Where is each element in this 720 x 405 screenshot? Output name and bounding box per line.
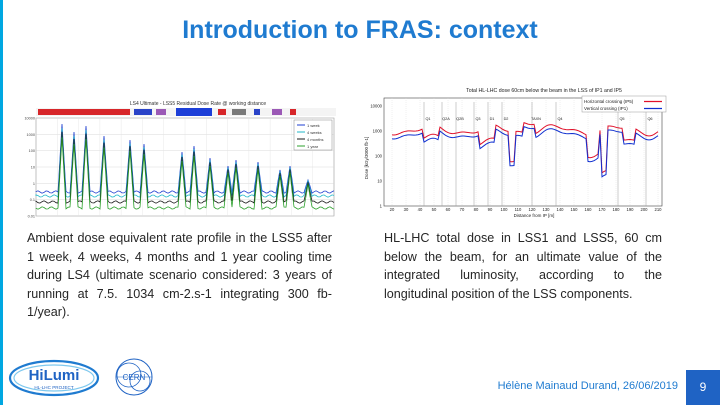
cern-logo-text: CERN	[123, 373, 146, 382]
right-y-tick: 10000	[370, 104, 382, 109]
component-label: TAXN	[531, 117, 541, 121]
component-label: Q2B	[456, 117, 464, 121]
left-y-tick: 10000	[24, 117, 35, 121]
right-x-tick: 20	[390, 207, 395, 212]
right-x-tick: 180	[613, 207, 621, 212]
left-plot-curves	[35, 123, 335, 210]
hilumi-logo-text: HiLumi	[29, 367, 80, 384]
right-x-tick: 130	[543, 207, 551, 212]
right-legend-horizontal: Horizontal crossing (IP5)	[584, 99, 634, 104]
vertical-crossing-curve	[391, 126, 659, 178]
right-x-tick: 80	[474, 207, 479, 212]
right-x-tick: 50	[432, 207, 437, 212]
right-y-tick: 10	[377, 179, 382, 184]
right-y-tick: 1	[380, 204, 383, 209]
left-y-tick: 0.1	[30, 198, 35, 202]
left-legend-2: 4 weeks	[307, 130, 322, 135]
right-plot-curves	[391, 122, 659, 178]
hilumi-logo-subtext: HL-LHC PROJECT	[34, 385, 74, 390]
left-legend-4: 1 year	[307, 144, 319, 149]
right-caption: HL-LHC total dose in LSS1 and LSS5, 60 c…	[384, 231, 662, 301]
right-figure-title: Total HL-LHC dose 60cm below the beam in…	[466, 88, 622, 94]
beamline-layout-strip	[36, 108, 336, 116]
right-x-tick: 140	[557, 207, 565, 212]
left-figure-title: LS4 Ultimate - LSS5 Residual Dose Rate @…	[130, 101, 266, 107]
right-x-tick: 150	[571, 207, 579, 212]
component-label: Q3	[475, 117, 480, 121]
right-x-tick: 160	[585, 207, 593, 212]
right-x-tick: 110	[515, 207, 522, 212]
left-curve-1-year	[35, 137, 335, 210]
right-x-ticks: 20 30 40 50 60 70 80 90 100 110 120 130 140 150 160 170…	[390, 207, 662, 212]
footer-author-date: Hélène Mainaud Durand, 26/06/2019	[497, 380, 678, 392]
component-label: Q2A	[442, 117, 450, 121]
component-label: D2	[504, 117, 509, 121]
component-label: Q5	[619, 117, 624, 121]
component-label: D1	[490, 117, 495, 121]
left-y-tick: 10	[31, 166, 35, 170]
right-x-tick: 120	[529, 207, 537, 212]
right-y-axis-label: Dose [kGy/3000 fb-1]	[364, 137, 369, 180]
right-x-tick: 210	[655, 207, 663, 212]
right-x-tick: 190	[627, 207, 635, 212]
right-x-tick: 70	[460, 207, 465, 212]
left-plot-legend: 1 week 4 weeks 4 months 1 year	[293, 119, 333, 151]
right-x-tick: 100	[501, 207, 509, 212]
component-label: Q6	[647, 117, 652, 121]
right-y-tick: 1000	[373, 129, 383, 134]
total-dose-figure: Total HL-LHC dose 60cm below the beam in…	[356, 84, 670, 220]
cern-logo: CERN	[115, 358, 153, 396]
right-x-tick: 200	[641, 207, 649, 212]
right-y-tick: 100	[375, 154, 383, 159]
slide-title: Introduction to FRAS: context	[182, 16, 538, 44]
right-x-axis-label: Distance from IP [m]	[514, 213, 555, 218]
right-x-tick: 30	[404, 207, 409, 212]
component-labels: Q1 Q2A Q2B Q3 D1 D2 TAXN Q4 Q5 Q6	[423, 102, 653, 206]
total-dose-plot: Total HL-LHC dose 60cm below the beam in…	[356, 84, 670, 220]
component-label: Q4	[557, 117, 562, 121]
right-x-tick: 40	[418, 207, 423, 212]
right-plot-frame	[383, 97, 663, 207]
residual-dose-rate-plot: LS4 Ultimate - LSS5 Residual Dose Rate @…	[22, 96, 338, 222]
page-number: 9	[686, 370, 720, 405]
right-x-tick: 90	[488, 207, 493, 212]
left-legend-1: 1 week	[307, 123, 320, 128]
residual-dose-rate-figure: LS4 Ultimate - LSS5 Residual Dose Rate @…	[22, 96, 338, 222]
component-label: Q1	[425, 117, 430, 121]
left-y-ticks: 10000 1000 100 10 1 0.1 0.01	[24, 117, 35, 219]
left-y-tick: 1000	[27, 133, 35, 137]
right-legend-vertical: Vertical crossing (IP1)	[584, 106, 628, 111]
left-y-tick: 1	[33, 182, 35, 186]
left-caption: Ambient dose equivalent rate profile in …	[27, 231, 332, 320]
right-plot-grid	[383, 97, 663, 207]
right-x-tick: 170	[599, 207, 607, 212]
left-y-tick: 0.01	[28, 215, 35, 219]
right-plot-legend: Horizontal crossing (IP5) Vertical cross…	[581, 95, 667, 113]
right-x-tick: 60	[446, 207, 451, 212]
right-y-ticks: 10000 1000 100 10 1	[370, 104, 382, 209]
left-y-tick: 100	[29, 149, 35, 153]
left-legend-3: 4 months	[307, 137, 323, 142]
hilumi-logo: HiLumi HL-LHC PROJECT	[8, 359, 100, 397]
horizontal-crossing-curve	[391, 122, 659, 174]
accent-rule	[0, 0, 3, 405]
